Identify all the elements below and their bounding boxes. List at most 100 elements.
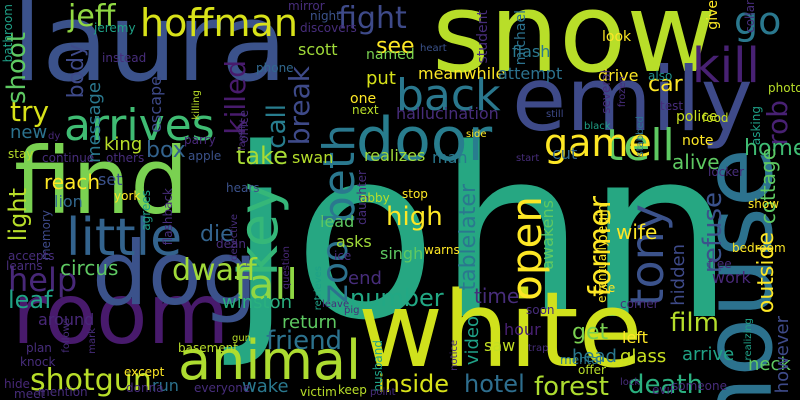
- word-die: die: [200, 222, 234, 247]
- word-victim: victim: [300, 385, 337, 399]
- word-home: home: [744, 136, 800, 161]
- word-test: test: [660, 99, 684, 113]
- word-go: go: [734, 0, 782, 43]
- word-detective: detective: [229, 214, 240, 261]
- word-apple: apple: [188, 149, 222, 163]
- word-king: king: [104, 134, 143, 155]
- word-note: note: [682, 133, 714, 149]
- word-warns: warns: [424, 243, 460, 257]
- word-mirror: mirror: [288, 0, 325, 13]
- word-soon: soon: [526, 303, 555, 317]
- word-black: black: [584, 121, 611, 132]
- word-meet: meet: [14, 387, 46, 400]
- word-learns: learns: [6, 259, 43, 273]
- word-heart: heart: [420, 43, 447, 54]
- word-mention: mention: [38, 385, 88, 399]
- word-escape: escape: [146, 76, 165, 133]
- word-tell: tell: [606, 120, 675, 171]
- word-mental: mental: [560, 353, 603, 367]
- word-accepts: accepts: [8, 249, 55, 263]
- word-little: little: [66, 208, 183, 268]
- word-john: john: [228, 99, 735, 372]
- word-winston: winston: [222, 292, 292, 313]
- word-head: head: [572, 346, 617, 367]
- word-laura: laura: [12, 0, 288, 106]
- word-everyone: everyone: [194, 381, 251, 395]
- word-bedroom: bedroom: [732, 241, 786, 255]
- word-white: white: [358, 269, 643, 391]
- word-start: start: [516, 153, 540, 164]
- word-awakens: awakens: [538, 200, 557, 270]
- word-locker: locker: [708, 165, 745, 179]
- word-abby: abby: [360, 191, 390, 205]
- word-side: side: [466, 129, 487, 140]
- word-bathroom: bathroom: [1, 4, 15, 63]
- word-scott: scott: [298, 40, 338, 59]
- word-student: student: [475, 10, 491, 64]
- word-death: death: [628, 370, 704, 400]
- word-hour: hour: [504, 320, 541, 339]
- word-continue: continue: [42, 151, 95, 165]
- word-light: light: [4, 188, 32, 242]
- word-several: several: [599, 70, 613, 114]
- word-discovers: discovers: [300, 21, 357, 35]
- word-animal: animal: [178, 329, 362, 392]
- word-stabbed: stabbed: [635, 116, 646, 157]
- word-food: food: [702, 111, 729, 125]
- word-use: use: [594, 281, 616, 295]
- word-dog: dog: [92, 222, 258, 325]
- word-neck: neck: [748, 354, 791, 375]
- word-however: however: [772, 316, 793, 394]
- word-donna: donna: [126, 381, 164, 395]
- word-saw: saw: [484, 336, 516, 355]
- word-break: break: [283, 66, 316, 146]
- word-next: next: [352, 103, 379, 117]
- word-plan: plan: [26, 341, 52, 355]
- word-cut: cut: [552, 144, 578, 163]
- word-see: see: [376, 34, 415, 59]
- word-take: take: [236, 142, 288, 170]
- word-york: york: [114, 189, 141, 203]
- word-end: end: [348, 268, 382, 289]
- word-new: new: [10, 122, 48, 143]
- word-hidden: hidden: [668, 244, 689, 306]
- word-parry: parry: [184, 133, 216, 147]
- word-singh: singh: [380, 244, 424, 263]
- word-lion: lion: [54, 192, 83, 211]
- word-flashback: flashback: [161, 188, 175, 246]
- word-asks: asks: [336, 232, 372, 251]
- word-try: try: [10, 95, 50, 128]
- word-flash: flash: [512, 42, 551, 61]
- word-game: game: [544, 121, 652, 165]
- word-give: give: [705, 0, 721, 30]
- word-realizes: realizes: [364, 146, 426, 165]
- word-drive: drive: [598, 66, 639, 85]
- word-evil: evil: [652, 383, 674, 397]
- word-set: set: [98, 170, 123, 189]
- word-agrees: agrees: [139, 190, 153, 231]
- word-left: left: [622, 328, 648, 347]
- word-still: still: [546, 109, 564, 120]
- word-point: point: [370, 387, 396, 398]
- word-free: free: [708, 257, 732, 271]
- word-work: work: [712, 268, 751, 287]
- word-back: back: [396, 70, 501, 121]
- word-follows: follows: [61, 318, 72, 353]
- word-look: look: [602, 29, 632, 45]
- word-door: door: [356, 105, 493, 175]
- word-attempt: attempt: [498, 64, 563, 83]
- word-wife: wife: [616, 220, 658, 244]
- word-hallucination: hallucination: [396, 104, 499, 123]
- word-hoffman: hoffman: [140, 1, 298, 45]
- word-asking: asking: [749, 106, 763, 146]
- word-leaf: leaf: [8, 286, 53, 314]
- word-except: except: [124, 365, 165, 379]
- word-night: night: [310, 9, 341, 23]
- word-corner: corner: [620, 297, 659, 311]
- word-named: named: [366, 47, 415, 63]
- word-one: one: [350, 91, 377, 107]
- word-tablelater: tablelater: [456, 184, 481, 291]
- word-phone: phone: [256, 61, 294, 75]
- word-keep: keep: [338, 383, 367, 397]
- word-arrive: arrive: [682, 344, 735, 365]
